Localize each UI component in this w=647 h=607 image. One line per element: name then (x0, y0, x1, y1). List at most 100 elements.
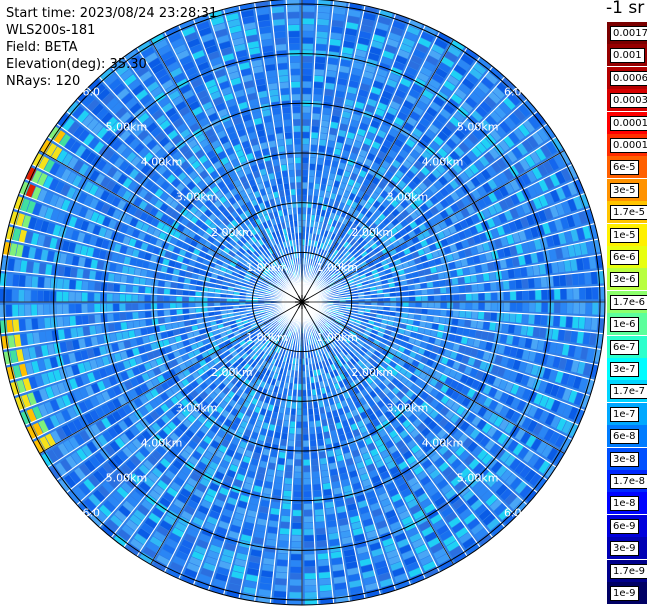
ray-bin (293, 389, 298, 396)
ray-bin (290, 75, 300, 82)
ray-bin (314, 502, 324, 510)
ray-bin (279, 534, 290, 541)
ray-separator (301, 301, 605, 319)
ray-bin (31, 276, 39, 289)
ray-bin (497, 343, 506, 354)
ray-bin (318, 328, 323, 335)
ray-bin (309, 421, 316, 428)
ray-bin (410, 573, 425, 584)
ray-bin (321, 419, 329, 426)
ray-bin (303, 428, 309, 434)
ray-bin (285, 465, 294, 472)
ray-bin (446, 309, 453, 317)
ray-bin (406, 455, 417, 465)
ray-bin (356, 316, 363, 321)
ray-bin (401, 312, 409, 318)
ray-bin (126, 276, 134, 285)
ray-bin (238, 467, 248, 476)
ray-bin (373, 339, 381, 346)
ray-bin (426, 315, 434, 322)
ray-bin (243, 586, 257, 595)
ray-bin (243, 482, 253, 491)
ray-bin (12, 304, 19, 318)
ray-bin (221, 439, 231, 448)
ray-bin (524, 488, 538, 503)
ray-bin (359, 397, 367, 405)
ray-bin (334, 362, 340, 369)
ray-bin (295, 176, 301, 183)
ray-bin (304, 547, 316, 554)
ray-bin (277, 354, 282, 361)
ray-bin (370, 373, 378, 381)
ray-bin (143, 547, 157, 559)
ray-bin (339, 351, 346, 358)
ray-bin (524, 337, 533, 349)
ray-bin (572, 316, 579, 329)
ray-bin (482, 384, 492, 395)
ray-bin (340, 322, 347, 327)
ray-bin (462, 489, 475, 502)
ray-bin (477, 466, 490, 479)
ray-bin (445, 387, 455, 397)
ray-bin (278, 547, 290, 554)
ray-bin (561, 420, 573, 434)
ray-bin (466, 494, 480, 506)
ray-bin (482, 351, 491, 361)
ray-bin (375, 459, 385, 468)
ray-bin (310, 132, 319, 139)
ray-bin (277, 458, 286, 465)
ray-bin (304, 560, 316, 567)
ray-bin (302, 24, 314, 31)
ray-bin (359, 324, 367, 330)
ray-bin (269, 95, 279, 103)
ray-bin (336, 337, 342, 344)
ray-bin (256, 473, 266, 481)
ray-bin (322, 353, 328, 361)
ray-bin (162, 543, 176, 555)
ray-bin (302, 0, 315, 6)
ray-bin (304, 573, 317, 580)
ray-bin (430, 329, 438, 337)
ray-bin (567, 422, 579, 437)
ray-bin (353, 355, 360, 363)
ray-bin (378, 373, 386, 382)
ray-bin (342, 542, 355, 551)
ray-bin (278, 413, 285, 420)
ray-bin (296, 415, 302, 422)
ray-bin (312, 350, 317, 357)
ray-bin (550, 383, 560, 397)
ray-bin (226, 469, 237, 479)
ray-bin (367, 442, 377, 451)
ray-bin (548, 368, 558, 382)
ray-bin (213, 578, 227, 588)
ray-bin (420, 341, 428, 349)
ray-bin (570, 330, 578, 343)
ray-bin (304, 522, 314, 529)
ray-bin (282, 503, 292, 510)
ray-bin (232, 518, 244, 528)
ray-bin (543, 463, 556, 478)
ray-bin (218, 444, 228, 454)
ray-bin (320, 341, 325, 348)
ray-bin (277, 553, 289, 560)
ray-bin (488, 412, 499, 424)
ray-bin (382, 537, 395, 547)
ray-bin (476, 418, 487, 430)
ray-bin (187, 477, 198, 488)
ray-bin (349, 470, 359, 478)
ray-bin (25, 318, 33, 331)
ray-bin (259, 582, 273, 591)
ray-bin (200, 456, 211, 466)
ray-bin (226, 536, 239, 546)
ray-bin (69, 304, 76, 315)
ray-bin (484, 439, 496, 451)
ray-bin (193, 488, 205, 499)
ray-bin (264, 545, 277, 553)
ray-bin (498, 378, 508, 390)
ray-bin (290, 421, 296, 428)
ray-bin (385, 481, 397, 491)
ray-bin (383, 306, 390, 311)
ray-bin (524, 468, 537, 483)
ray-bin (157, 288, 164, 295)
ray-bin (539, 327, 547, 339)
